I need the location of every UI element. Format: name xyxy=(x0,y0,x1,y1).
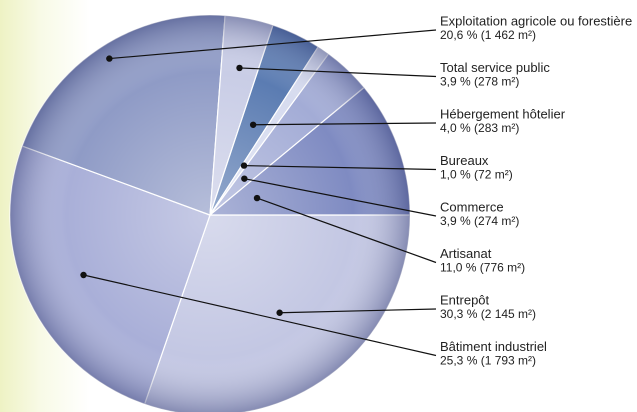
leader-line xyxy=(109,29,437,60)
leader-line xyxy=(279,308,437,314)
leader-line xyxy=(256,197,437,264)
leader-dot xyxy=(253,194,261,202)
pie-shading xyxy=(10,15,410,412)
value-label: 20,6 % (1 462 m²) xyxy=(440,28,536,42)
value-label: 1,0 % (72 m²) xyxy=(440,168,513,182)
value-label: 25,3 % (1 793 m²) xyxy=(440,354,536,368)
category-label: Commerce xyxy=(440,199,504,214)
leader-dot xyxy=(106,55,113,62)
leader-dot xyxy=(80,271,87,279)
leader-dot xyxy=(240,162,248,169)
value-label: 11,0 % (776 m²) xyxy=(440,261,525,275)
category-label: Bureaux xyxy=(440,153,489,168)
leader-dot xyxy=(236,64,243,72)
category-label: Artisanat xyxy=(440,246,492,261)
category-label: Hébergement hôtelier xyxy=(440,106,566,121)
value-label: 3,9 % (274 m²) xyxy=(440,214,519,228)
leader-line xyxy=(253,122,437,126)
category-label: Entrepôt xyxy=(440,292,490,307)
category-label: Total service public xyxy=(440,60,550,75)
leader-dot xyxy=(276,309,283,316)
leader-line xyxy=(244,164,437,171)
leader-line xyxy=(83,274,437,357)
leader-dot xyxy=(249,121,257,128)
value-label: 3,9 % (278 m²) xyxy=(440,75,519,89)
value-label: 4,0 % (283 m²) xyxy=(440,121,519,135)
category-label: Bâtiment industriel xyxy=(440,339,547,354)
leader-dot xyxy=(241,175,248,182)
leader-line xyxy=(239,67,437,78)
category-label: Exploitation agricole ou forestière xyxy=(440,13,632,28)
value-label: 30,3 % (2 145 m²) xyxy=(440,307,536,321)
leader-line xyxy=(244,178,437,217)
labels: Exploitation agricole ou forestière20,6 … xyxy=(80,13,632,368)
